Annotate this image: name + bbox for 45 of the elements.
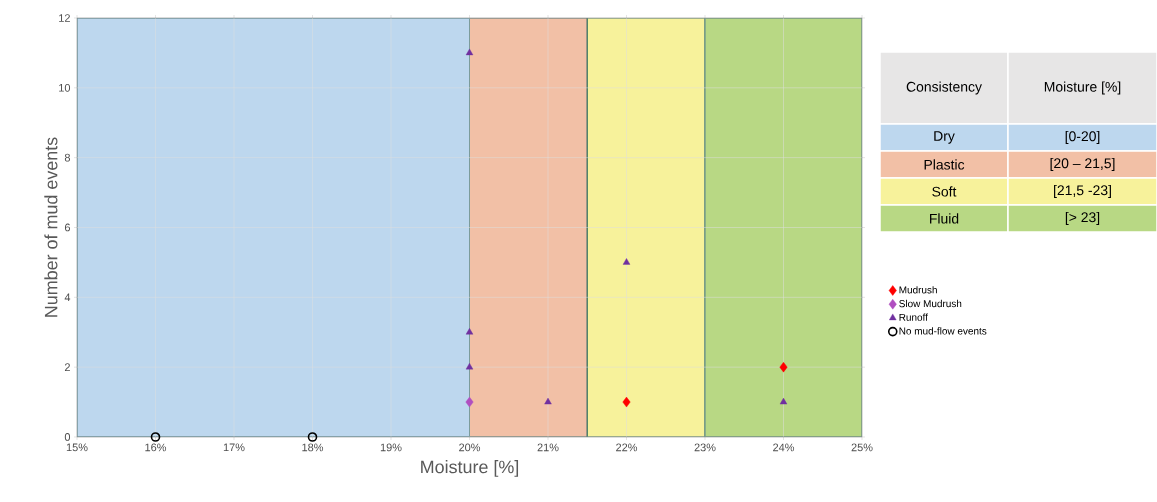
text: Fluid [930,213,959,224]
point [465,328,474,335]
y-tick-label: 2 [64,363,70,371]
text: [> 23] [1065,211,1100,225]
point [465,362,474,370]
y-tick-label: 10 [59,83,71,92]
legend-label: Runoff [899,313,928,321]
y-tick-label: 6 [64,223,71,232]
point [622,258,631,265]
x-tick-label: 19% [380,443,402,452]
text: Soft [932,186,957,197]
x-tick-label: 22% [616,443,638,452]
text: [20 – 21,5] [1050,157,1115,171]
point [465,48,474,56]
y-axis-title: Number of mud events [44,137,58,317]
text: Consistency [906,81,982,95]
text: [21,5 -23] [1054,184,1111,198]
y-tick-label: 0 [64,433,71,441]
point [622,396,631,408]
legend-label: Mudrush [899,286,937,294]
text: Plastic [924,159,965,170]
point [465,396,474,408]
x-axis-title: Moisture [%] [421,460,519,477]
text: [0-20] [1065,130,1100,144]
legend-label: No mud-flow events [899,327,987,335]
x-tick-label: 25% [851,443,873,452]
x-tick-label: 24% [773,443,795,452]
x-tick-label: 16% [145,443,167,452]
x-tick-label: 21% [537,443,559,452]
x-tick-label: 20% [459,443,481,452]
point [544,397,552,405]
y-tick-label: 12 [59,14,70,22]
point [779,397,788,405]
y-tick-label: 4 [64,293,71,302]
legend-label: Slow Mudrush [899,299,962,308]
text: Moisture [%] [1044,81,1121,95]
point [307,432,318,442]
x-tick-label: 17% [223,443,245,452]
x-tick-label: 15% [66,443,88,452]
point [150,432,161,442]
y-tick-label: 8 [64,153,71,162]
text: Dry [934,131,955,144]
x-tick-label: 18% [302,443,324,452]
x-tick-label: 23% [694,443,716,452]
point [779,361,788,373]
